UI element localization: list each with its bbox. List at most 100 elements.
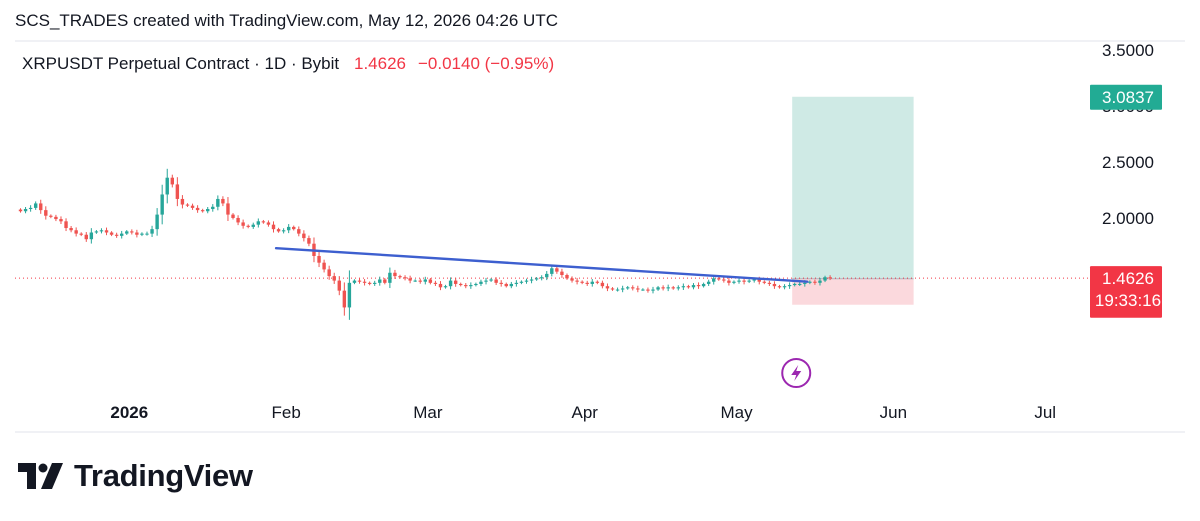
candle[interactable] — [691, 283, 696, 290]
candle[interactable] — [641, 288, 645, 291]
candle[interactable] — [18, 208, 23, 213]
lightning-alert-icon[interactable] — [781, 358, 812, 388]
candle[interactable] — [317, 251, 321, 268]
candle[interactable] — [84, 232, 88, 242]
candle[interactable] — [595, 280, 600, 285]
candle[interactable] — [403, 275, 407, 281]
candle[interactable] — [241, 219, 245, 229]
candle[interactable] — [636, 285, 640, 293]
candle[interactable] — [534, 277, 539, 281]
candle[interactable] — [281, 228, 286, 234]
candle[interactable] — [742, 277, 746, 285]
candle[interactable] — [347, 270, 352, 320]
last-price-label[interactable]: 1.4626 19:33:16 — [1090, 266, 1162, 313]
candle[interactable] — [585, 280, 589, 286]
target-zone[interactable] — [792, 96, 914, 279]
candle[interactable] — [23, 206, 28, 214]
candle[interactable] — [651, 286, 655, 294]
candle[interactable] — [615, 287, 620, 292]
candle[interactable] — [732, 280, 736, 285]
candle[interactable] — [307, 235, 311, 247]
candle[interactable] — [620, 285, 625, 293]
candle[interactable] — [469, 282, 473, 289]
candle[interactable] — [570, 276, 574, 283]
candle[interactable] — [322, 259, 326, 273]
candle[interactable] — [519, 280, 524, 285]
candle[interactable] — [160, 184, 164, 225]
candle[interactable] — [792, 282, 797, 287]
candle[interactable] — [539, 275, 544, 281]
candle[interactable] — [145, 231, 149, 236]
candle[interactable] — [514, 280, 519, 287]
candle[interactable] — [443, 284, 448, 289]
candle[interactable] — [600, 280, 605, 289]
candle[interactable] — [782, 284, 787, 290]
candle[interactable] — [747, 279, 751, 284]
candle[interactable] — [140, 232, 144, 237]
candle[interactable] — [772, 281, 777, 289]
candle[interactable] — [565, 273, 569, 280]
candle[interactable] — [357, 278, 362, 284]
candle[interactable] — [398, 274, 402, 279]
candle[interactable] — [170, 174, 174, 188]
candle[interactable] — [125, 230, 129, 235]
candle[interactable] — [99, 228, 104, 234]
candle[interactable] — [823, 275, 827, 283]
candle[interactable] — [686, 284, 691, 289]
candle[interactable] — [271, 221, 276, 233]
candle[interactable] — [494, 277, 498, 286]
candle[interactable] — [479, 279, 483, 286]
candle[interactable] — [337, 276, 341, 296]
candle[interactable] — [332, 272, 336, 284]
candle[interactable] — [54, 214, 58, 222]
candle[interactable] — [49, 214, 53, 219]
candle[interactable] — [631, 285, 635, 291]
tradingview-logo[interactable]: TradingView — [18, 458, 253, 494]
candle[interactable] — [590, 279, 594, 287]
candle[interactable] — [813, 279, 817, 285]
candle[interactable] — [236, 215, 240, 226]
candle[interactable] — [185, 203, 190, 207]
candle[interactable] — [135, 229, 139, 238]
candle[interactable] — [701, 282, 706, 288]
candle[interactable] — [261, 219, 266, 224]
candle[interactable] — [828, 275, 832, 281]
candle[interactable] — [580, 280, 584, 285]
candle[interactable] — [767, 280, 772, 286]
candle[interactable] — [130, 229, 134, 235]
candle[interactable] — [818, 277, 822, 286]
candle[interactable] — [104, 227, 109, 236]
candle[interactable] — [120, 230, 124, 239]
candle[interactable] — [413, 279, 417, 282]
candle[interactable] — [453, 277, 458, 287]
candle[interactable] — [484, 277, 488, 285]
candle[interactable] — [94, 230, 99, 234]
candle[interactable] — [696, 282, 701, 289]
candle[interactable] — [438, 281, 443, 291]
candle[interactable] — [327, 265, 331, 280]
candle[interactable] — [524, 278, 529, 284]
candle[interactable] — [605, 283, 610, 292]
candle[interactable] — [661, 285, 665, 291]
candle[interactable] — [155, 208, 159, 236]
candle[interactable] — [59, 216, 63, 224]
candle[interactable] — [276, 227, 281, 233]
candle[interactable] — [656, 285, 660, 291]
target-price-label[interactable]: 3.0837 — [1090, 84, 1162, 110]
candle[interactable] — [610, 287, 615, 291]
candle[interactable] — [352, 279, 357, 285]
candle[interactable] — [464, 283, 468, 289]
candle[interactable] — [39, 199, 43, 214]
candle[interactable] — [383, 277, 387, 285]
candle[interactable] — [762, 280, 767, 285]
candle[interactable] — [504, 282, 508, 288]
candle[interactable] — [666, 284, 670, 292]
candle[interactable] — [575, 277, 579, 285]
candle[interactable] — [44, 206, 48, 220]
candle[interactable] — [302, 230, 306, 242]
candlestick-series[interactable] — [18, 168, 832, 320]
candle[interactable] — [64, 218, 68, 232]
candle[interactable] — [195, 205, 200, 213]
candle[interactable] — [798, 281, 802, 286]
candle[interactable] — [681, 283, 686, 290]
